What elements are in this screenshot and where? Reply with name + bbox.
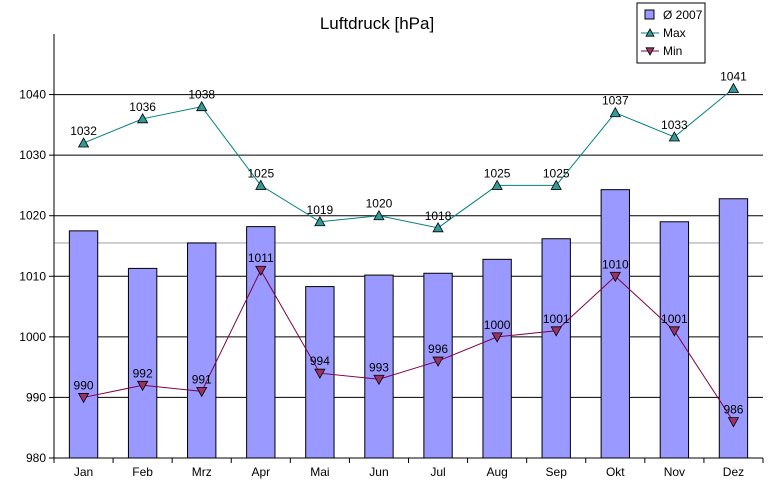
legend: Ø 2007 Max Min (636, 2, 706, 64)
y-tick-label: 1030 (19, 148, 46, 162)
y-tick-label: 990 (26, 390, 46, 404)
x-tick-label: Apr (251, 465, 270, 479)
data-label: 1038 (188, 88, 215, 102)
bar (541, 238, 571, 459)
legend-marker (645, 28, 655, 37)
x-tick-label: Sep (546, 465, 568, 479)
min-marker (196, 386, 208, 398)
line-series: 1032 1036 1038 1025 1019 1020 1018 1025 1025 1037… (70, 70, 747, 428)
data-label: 1025 (543, 166, 570, 180)
min-marker (668, 326, 681, 337)
x-tick-label: Jan (74, 465, 93, 479)
max-marker (550, 179, 562, 190)
data-label: 991 (192, 372, 212, 386)
data-label: 1041 (720, 70, 747, 84)
min-marker (609, 271, 621, 283)
grid-lines (54, 94, 763, 398)
y-tick-label: 1000 (19, 330, 46, 344)
bar-series (68, 189, 749, 459)
data-label: 1001 (661, 312, 688, 326)
y-tick-label: 1040 (19, 88, 46, 102)
data-label: 1025 (247, 166, 274, 180)
y-tick-label: 1010 (19, 269, 46, 283)
max-marker (668, 131, 681, 142)
chart-title: Luftdruck [hPa] (320, 14, 434, 33)
data-label: 1011 (248, 251, 274, 265)
legend-swatch (644, 9, 655, 20)
bar (68, 230, 99, 459)
x-tick-label: Nov (664, 465, 685, 479)
data-label: 1000 (484, 318, 511, 332)
data-label: 1019 (307, 203, 334, 217)
axes: 980 990 1000 1010 1020 1030 1040 Jan Feb Mrz Apr Ma… (19, 34, 764, 479)
max-marker (196, 100, 208, 112)
bar (364, 274, 394, 459)
y-tick-label: 980 (26, 451, 46, 465)
max-marker (255, 179, 267, 190)
bar (718, 198, 749, 459)
data-label: 1036 (129, 100, 156, 114)
x-tick-label: Feb (132, 465, 153, 479)
x-tick-label: Dez (723, 465, 744, 479)
bar (600, 189, 630, 459)
x-tick-label: Mrz (192, 465, 212, 479)
data-label: 1025 (484, 166, 511, 180)
y-tick-label: 1020 (19, 209, 46, 223)
data-label: 1010 (602, 257, 629, 271)
min-marker (550, 326, 562, 337)
x-tick-label: Okt (606, 465, 625, 479)
min-marker (491, 332, 503, 343)
min-marker (136, 380, 149, 392)
legend-label: Min (663, 44, 682, 58)
legend-label: Ø 2007 (663, 8, 703, 22)
data-label: 994 (310, 354, 330, 368)
data-label: 1033 (661, 118, 688, 132)
x-tick-label: Jul (430, 465, 445, 479)
max-marker (432, 222, 444, 233)
min-marker (727, 417, 740, 428)
data-label: 992 (133, 366, 153, 380)
data-label: 993 (369, 360, 389, 374)
legend-label: Max (663, 26, 686, 40)
data-label: 1018 (425, 209, 452, 223)
min-marker (255, 265, 267, 277)
bar (482, 258, 512, 459)
max-marker (373, 209, 385, 221)
min-marker (432, 356, 444, 367)
max-marker (609, 106, 621, 118)
min-marker (77, 393, 90, 404)
data-label: 1020 (366, 197, 393, 211)
bar (659, 221, 690, 459)
max-marker (77, 137, 90, 148)
data-label: 1032 (70, 124, 97, 138)
x-tick-label: Mai (310, 465, 329, 479)
bar (187, 242, 217, 459)
data-label: 1001 (543, 312, 570, 326)
max-marker (491, 179, 503, 190)
max-marker (314, 215, 326, 227)
legend-marker (645, 47, 655, 56)
bar (127, 267, 158, 459)
x-tick-label: Aug (486, 465, 507, 479)
data-label: 996 (428, 342, 448, 356)
max-marker (136, 112, 149, 124)
min-marker (314, 368, 326, 380)
data-label: 990 (74, 378, 94, 392)
data-label: 1037 (602, 94, 629, 108)
x-tick-label: Jun (369, 465, 388, 479)
series-line (83, 269, 734, 422)
data-label: 986 (723, 403, 743, 417)
series-line (83, 88, 734, 229)
max-marker (727, 82, 740, 93)
min-marker (373, 374, 385, 386)
